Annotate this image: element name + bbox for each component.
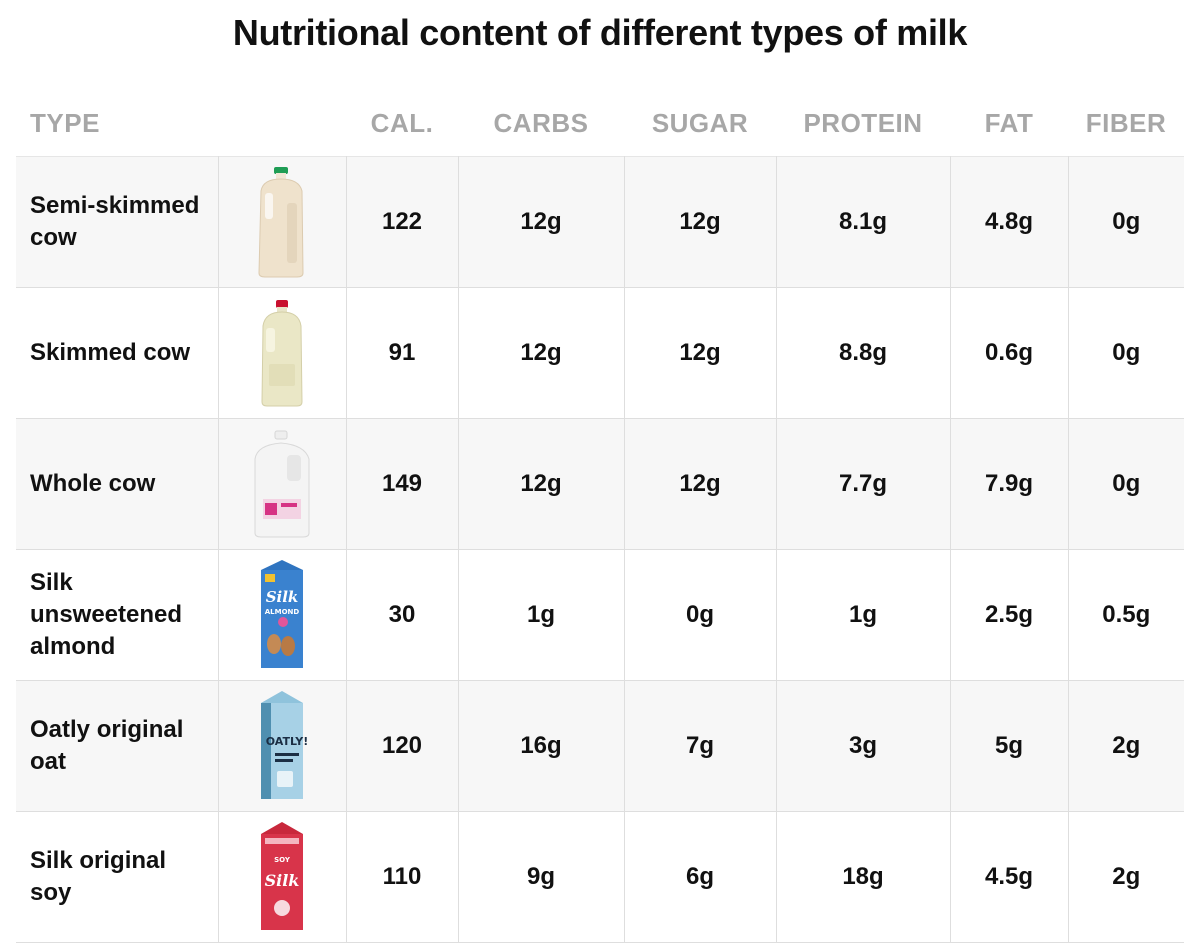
sugar-cell: 7g: [623, 680, 777, 812]
skimmed-milk-jug-icon: [261, 300, 303, 407]
milk-type-cell: Whole cow: [16, 418, 219, 550]
fat-cell: 4.5g: [949, 811, 1069, 943]
silk-soy-carton-icon: SOY Silk: [261, 822, 303, 930]
calories-cell: 120: [345, 680, 459, 812]
header-fat: FAT: [984, 107, 1034, 138]
fiber-cell: 0g: [1067, 156, 1185, 288]
protein-cell: 1g: [775, 549, 951, 681]
fiber-cell: 0.5g: [1067, 549, 1185, 681]
fat-cell: 2.5g: [949, 549, 1069, 681]
milk-type-cell: Skimmed cow: [16, 287, 219, 419]
carbs-cell: 12g: [457, 287, 625, 419]
protein-cell: 7.7g: [775, 418, 951, 550]
carbs-cell: 12g: [457, 418, 625, 550]
milk-type-cell: Semi-skimmed cow: [16, 156, 219, 288]
silk-almond-carton-icon: Silk ALMOND: [261, 560, 303, 668]
table-row: Silk original soy SOY Silk 110 9g 6g 18g…: [16, 811, 1185, 943]
carbs-cell: 1g: [457, 549, 625, 681]
carbs-cell: 12g: [457, 156, 625, 288]
fat-cell: 7.9g: [949, 418, 1069, 550]
fat-cell: 4.8g: [949, 156, 1069, 288]
header-cal: CAL.: [370, 107, 434, 138]
header-row: TYPE CAL. CARBS SUGAR PROTEIN FAT FIBER: [16, 90, 1184, 157]
calories-cell: 122: [345, 156, 459, 288]
fiber-cell: 0g: [1067, 287, 1185, 419]
semi-skimmed-milk-jug-icon: [258, 167, 304, 278]
milk-type-cell: Silk original soy: [16, 811, 219, 943]
sugar-cell: 12g: [623, 418, 777, 550]
almond-brand-label: Silk: [266, 588, 299, 606]
header-type: TYPE: [30, 107, 100, 138]
sugar-cell: 12g: [623, 287, 777, 419]
calories-cell: 91: [345, 287, 459, 419]
product-image-cell: SOY Silk: [217, 811, 347, 943]
fiber-cell: 2g: [1067, 680, 1185, 812]
calories-cell: 30: [345, 549, 459, 681]
protein-cell: 8.8g: [775, 287, 951, 419]
product-image-cell: OATLY!: [217, 680, 347, 812]
calories-cell: 110: [345, 811, 459, 943]
header-fiber: FIBER: [1085, 107, 1167, 138]
sugar-cell: 12g: [623, 156, 777, 288]
carbs-cell: 9g: [457, 811, 625, 943]
header-protein: PROTEIN: [803, 107, 923, 138]
sugar-cell: 0g: [623, 549, 777, 681]
whole-milk-gallon-icon: [254, 430, 310, 538]
fiber-cell: 2g: [1067, 811, 1185, 943]
protein-cell: 8.1g: [775, 156, 951, 288]
carbs-cell: 16g: [457, 680, 625, 812]
soy-variety-label: SOY: [274, 856, 291, 864]
header-carbs: CARBS: [493, 107, 589, 138]
milk-type-cell: Oatly original oat: [16, 680, 219, 812]
fat-cell: 5g: [949, 680, 1069, 812]
almond-variety-label: ALMOND: [265, 608, 300, 616]
product-image-cell: [217, 418, 347, 550]
table-row: Whole cow 149 12g 12g 7.7g 7.9g 0g: [16, 418, 1185, 550]
table-row: Silk unsweetened almond Silk ALMOND 30 1…: [16, 549, 1185, 681]
oatly-carton-icon: OATLY!: [261, 691, 309, 799]
product-image-cell: Silk ALMOND: [217, 549, 347, 681]
table-row: Semi-skimmed cow 122 12g 12g 8.1g 4.8g 0…: [16, 156, 1185, 288]
product-image-cell: [217, 156, 347, 288]
soy-brand-label: Silk: [265, 871, 300, 890]
protein-cell: 18g: [775, 811, 951, 943]
fat-cell: 0.6g: [949, 287, 1069, 419]
chart-title: Nutritional content of different types o…: [232, 12, 968, 53]
protein-cell: 3g: [775, 680, 951, 812]
sugar-cell: 6g: [623, 811, 777, 943]
nutrition-table: TYPE CAL. CARBS SUGAR PROTEIN FAT FIBER …: [16, 90, 1185, 943]
milk-type-cell: Silk unsweetened almond: [16, 549, 219, 681]
product-image-cell: [217, 287, 347, 419]
table-row: Oatly original oat OATLY! 120 16g 7g 3g …: [16, 680, 1185, 812]
oat-brand-label: OATLY!: [266, 735, 309, 748]
calories-cell: 149: [345, 418, 459, 550]
header-sugar: SUGAR: [651, 107, 749, 138]
table-row: Skimmed cow 91 12g 12g 8.8g 0.6g 0g: [16, 287, 1185, 419]
fiber-cell: 0g: [1067, 418, 1185, 550]
